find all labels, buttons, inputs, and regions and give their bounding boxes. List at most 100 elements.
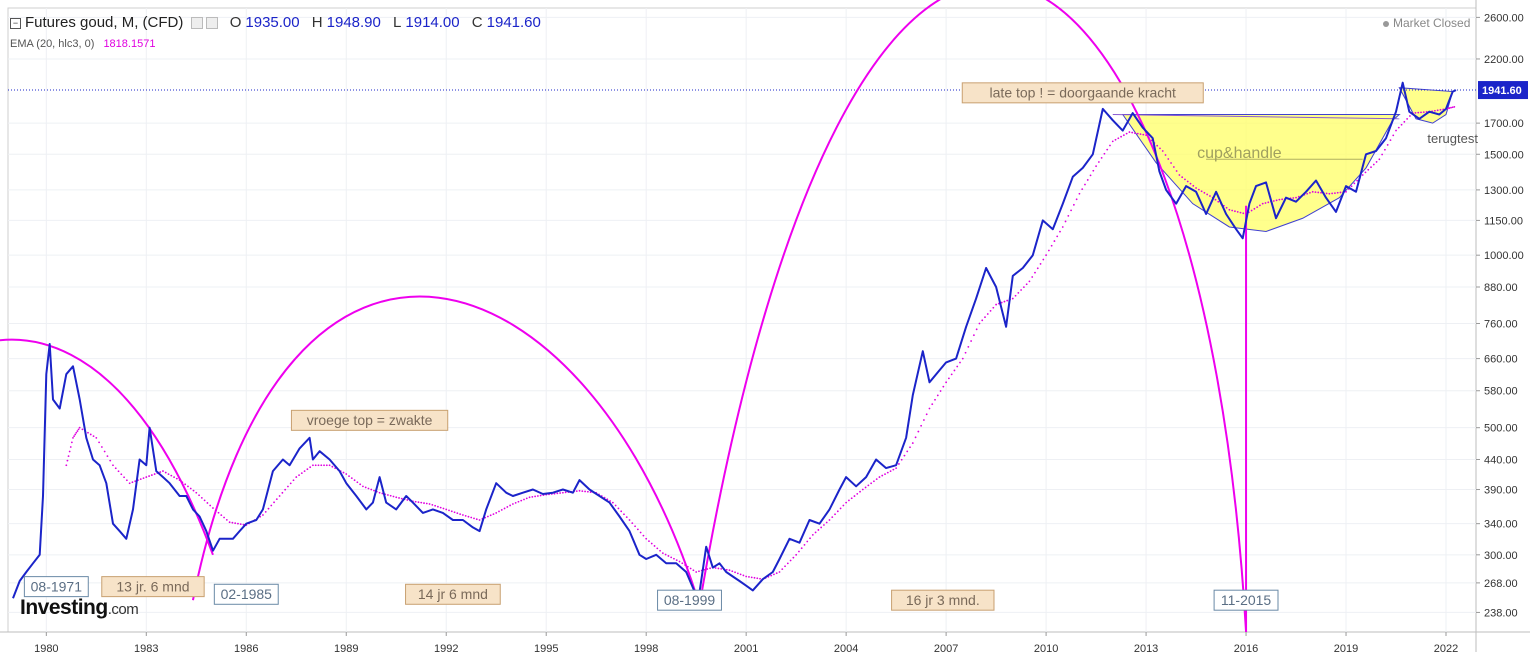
ema-point — [972, 334, 975, 337]
visibility-icon[interactable] — [205, 17, 218, 30]
ema-point — [825, 521, 828, 524]
ema-point — [492, 513, 495, 516]
ema-point — [859, 490, 861, 493]
y-tick-label: 1150.00 — [1484, 215, 1523, 227]
ema-point — [1331, 192, 1334, 195]
ema-point — [1397, 126, 1400, 129]
ema-point — [69, 446, 72, 448]
ema-point — [1395, 129, 1397, 132]
ema-point — [523, 498, 525, 501]
ema-point — [306, 468, 309, 471]
ema-point — [678, 560, 681, 563]
ema-point — [198, 494, 200, 497]
ema-point — [1272, 200, 1275, 202]
settings-icon[interactable] — [190, 17, 203, 30]
ema-point — [942, 385, 945, 388]
ema-point — [811, 533, 814, 536]
ema-point — [939, 390, 942, 392]
ema-point — [1239, 211, 1242, 214]
ema-point — [414, 500, 417, 503]
y-tick-label: 440.00 — [1484, 454, 1518, 466]
ema-point — [1047, 249, 1050, 252]
ema-point — [667, 555, 670, 557]
ema-point — [1031, 276, 1034, 278]
ema-point — [1384, 148, 1386, 151]
ema-point — [1128, 131, 1131, 133]
ema-point — [928, 407, 931, 410]
ema-point — [378, 491, 381, 494]
ema-point — [745, 575, 748, 578]
ema-point — [320, 464, 323, 467]
ema-point — [714, 567, 717, 569]
ema-point — [175, 477, 178, 480]
ema-point — [328, 464, 331, 467]
ema-point — [1081, 188, 1084, 191]
ema-point — [453, 511, 456, 514]
ema-point — [514, 501, 517, 504]
y-tick-label: 340.00 — [1484, 519, 1518, 531]
low-label: L — [393, 14, 402, 31]
ema-point — [145, 476, 148, 478]
ema-point — [770, 574, 773, 577]
market-status-text: Market Closed — [1393, 16, 1471, 30]
ema-point — [1311, 190, 1314, 193]
ema-point — [803, 543, 806, 546]
low-value: 1914.00 — [405, 14, 460, 31]
ema-point — [947, 377, 950, 380]
annotation-box — [213, 583, 279, 605]
ema-point — [353, 479, 356, 482]
ema-point — [66, 459, 69, 462]
ema-point — [809, 537, 811, 540]
ema-point — [920, 424, 923, 427]
ema-point — [853, 495, 856, 497]
annotation-label: 13 jr. 6 mnd — [116, 579, 189, 595]
ema-point — [1361, 174, 1364, 176]
ema-point — [1131, 131, 1134, 134]
ema-point — [684, 564, 686, 566]
ema-point — [162, 470, 164, 472]
ema-point — [1084, 183, 1086, 186]
ema-point — [1236, 211, 1239, 213]
ema-point — [439, 506, 442, 509]
ema-point — [870, 482, 873, 485]
ema-point — [187, 485, 189, 488]
ema-point — [1159, 147, 1161, 150]
ema-point — [884, 473, 886, 475]
ema-point — [367, 487, 370, 490]
ema-point — [203, 499, 206, 502]
ema-point — [1392, 134, 1395, 137]
ema-point — [836, 510, 839, 513]
ema-point — [225, 518, 228, 521]
ema-point — [806, 540, 809, 543]
annotation-label: cup&handle — [1197, 145, 1282, 162]
ema-point — [392, 495, 395, 498]
annotation-label: 08-1971 — [31, 579, 83, 595]
ema-point — [314, 464, 317, 467]
brand-suffix: .com — [107, 601, 139, 618]
ema-point — [1078, 192, 1081, 195]
ema-point — [953, 369, 956, 372]
last-price-label: 1941.60 — [1482, 85, 1522, 97]
ema-point — [178, 479, 181, 482]
ema-point — [1003, 300, 1006, 303]
ema-point — [850, 497, 853, 500]
annotation-box — [961, 82, 1204, 104]
ema-point — [820, 526, 823, 529]
ema-point — [470, 516, 473, 519]
ema-point — [420, 501, 423, 504]
ema-point — [959, 361, 961, 364]
ema-point — [209, 504, 212, 507]
ema-point — [81, 428, 84, 431]
ema-point — [1345, 190, 1347, 193]
ema-point — [848, 499, 850, 502]
collapse-icon[interactable]: − — [10, 17, 21, 29]
ema-point — [1228, 208, 1231, 211]
annotation-box — [101, 576, 205, 598]
ema-point — [300, 472, 303, 475]
ema-point — [1250, 209, 1253, 212]
ema-point — [1203, 191, 1206, 194]
ema-point — [1328, 192, 1331, 195]
ema-point — [1195, 187, 1197, 189]
ema-point — [359, 483, 362, 486]
